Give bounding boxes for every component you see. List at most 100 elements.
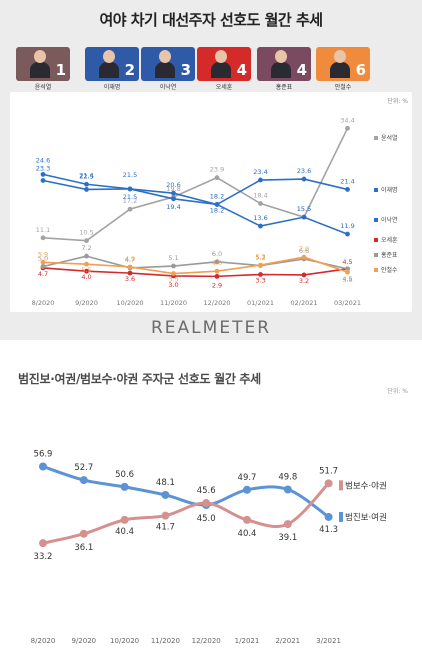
legend-swatch (374, 218, 378, 222)
x-tick-label: 8/2020 (32, 299, 55, 307)
data-label: 15.5 (297, 205, 311, 213)
data-label: 4.0 (81, 273, 91, 281)
data-label: 3.2 (299, 277, 309, 285)
data-point (258, 177, 263, 183)
legend-swatch (374, 188, 378, 192)
candidate-photo (30, 50, 50, 78)
data-label: 52.7 (74, 463, 93, 473)
data-label: 22.5 (79, 172, 93, 180)
data-label: 3.3 (255, 276, 265, 284)
series-line (42, 178, 348, 206)
data-label: 4.5 (342, 258, 352, 266)
data-label: 19.8 (166, 185, 180, 193)
data-point (127, 270, 133, 276)
data-point (40, 259, 46, 265)
data-label: 5.3 (255, 253, 265, 261)
candidate-photo (271, 50, 291, 78)
data-point (345, 231, 350, 237)
data-label: 49.8 (278, 472, 297, 482)
data-label: 15.5 (297, 205, 311, 213)
top-chart-svg: 8/2020 9/2020 10/2020 11/2020 12/2020 01/2021… (32, 116, 398, 307)
data-point (120, 515, 129, 524)
data-label: 23.3 (36, 164, 50, 172)
data-point (171, 190, 176, 196)
data-point (214, 202, 220, 207)
candidate-photo (211, 50, 231, 78)
candidate-card-6: 6 (316, 47, 370, 81)
data-label: 23.6 (297, 167, 311, 175)
series-line (42, 173, 348, 235)
data-label: 23.9 (210, 166, 224, 174)
data-point (84, 187, 89, 192)
legend-swatch (374, 268, 378, 272)
data-point (301, 214, 307, 220)
data-point (301, 176, 307, 182)
top-chart-title: 여야 차기 대선주자 선호도 월간 추세 (99, 11, 323, 29)
data-label: 41.3 (319, 525, 338, 535)
data-label: 7.2 (81, 244, 91, 252)
legend-swatch (339, 480, 343, 491)
x-tick-label: 10/2020 (110, 637, 139, 645)
bottom-chart-panel: 8/2020 9/2020 10/2020 11/2020 12/2020 1/2021 2… (0, 348, 422, 662)
data-point (258, 201, 263, 206)
data-label: 21.4 (79, 171, 93, 179)
data-point (214, 273, 220, 279)
candidate-name: 오세훈 (215, 84, 233, 91)
legend-label: 윤석열 (381, 134, 398, 142)
candidate-rank: 2 (124, 61, 135, 79)
data-point (40, 178, 46, 183)
x-tick-label: 11/2020 (160, 299, 187, 307)
x-tick-label: 03/2021 (334, 299, 361, 307)
candidate-card-2: 2 (85, 47, 139, 81)
x-tick-label: 2/2021 (275, 637, 300, 645)
data-point (345, 125, 350, 131)
data-label: 17.2 (123, 197, 137, 205)
data-point (84, 261, 89, 267)
candidate-card-1: 1 (16, 47, 70, 81)
data-point (161, 511, 170, 520)
candidate-name: 이재명 (103, 84, 121, 91)
realmeter-logo: REALMETER (151, 318, 271, 338)
legend-label: 이재명 (381, 186, 398, 194)
x-tick-label: 10/2020 (116, 299, 143, 307)
legend-label: 범보수·야권 (345, 480, 387, 491)
data-label: 5.9 (38, 250, 48, 258)
data-label: 3.8 (342, 276, 352, 284)
x-tick-label: 02/2021 (290, 299, 317, 307)
candidate-name: 홍준표 (275, 84, 293, 91)
candidate-rank: 1 (55, 61, 66, 79)
candidate-rank: 6 (355, 61, 366, 79)
data-point (345, 269, 350, 275)
data-label: 33.2 (34, 552, 53, 562)
data-point (345, 266, 350, 272)
data-point (127, 186, 133, 192)
data-label: 21.4 (340, 177, 354, 185)
data-point (202, 499, 211, 508)
data-label: 23.4 (253, 168, 267, 176)
data-label: 4.7 (38, 270, 48, 278)
data-point (120, 482, 129, 491)
bottom-chart-unit: 단위: % (387, 388, 408, 395)
bottom-chart-svg: 8/2020 9/2020 10/2020 11/2020 12/2020 1/2021 2… (31, 450, 387, 646)
legend-swatch (374, 253, 378, 257)
data-label: 49.7 (238, 473, 257, 483)
data-label: 39.1 (278, 533, 297, 543)
legend-label: 범진보·여권 (345, 512, 387, 523)
data-label: 18.4 (253, 192, 267, 200)
data-point (258, 272, 263, 277)
candidate-card-5: 4 (257, 47, 311, 81)
data-point (161, 490, 170, 499)
candidate-photo (99, 50, 119, 78)
data-point (283, 485, 292, 494)
x-tick-label: 12/2020 (192, 637, 221, 645)
x-tick-label: 12/2020 (203, 299, 230, 307)
data-point (171, 196, 176, 202)
data-label: 45.6 (197, 486, 216, 496)
legend-swatch (339, 511, 343, 522)
x-tick-label: 8/2020 (31, 637, 56, 645)
data-point (39, 539, 47, 548)
candidate-rank: 4 (236, 61, 247, 79)
data-label: 10.5 (79, 229, 93, 237)
data-label: 4.5 (342, 275, 352, 283)
data-label: 4.7 (125, 256, 135, 264)
